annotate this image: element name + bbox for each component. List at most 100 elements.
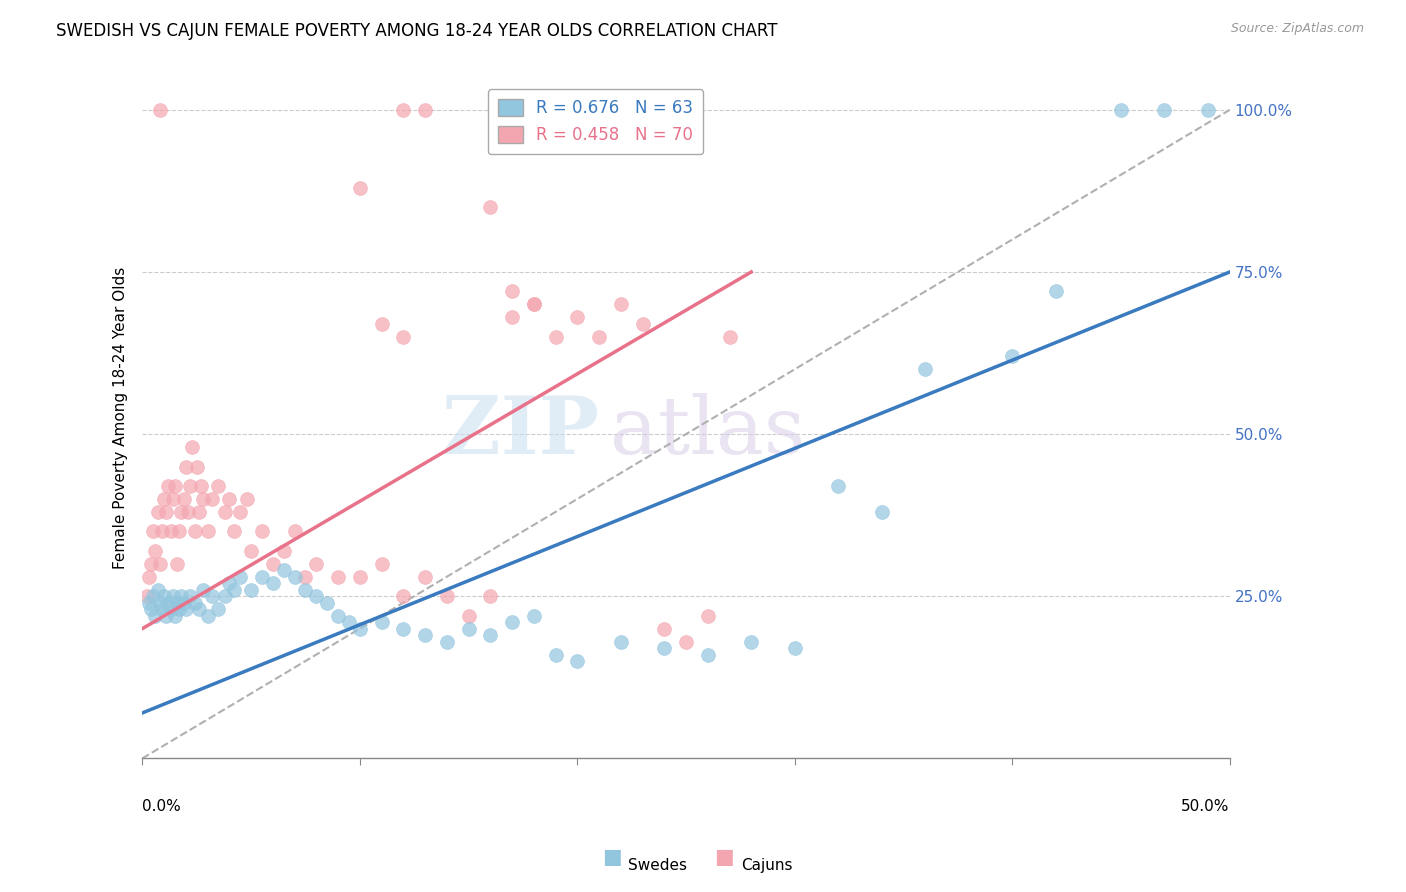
Point xyxy=(1153,103,1175,117)
Point xyxy=(159,524,181,539)
Point xyxy=(392,103,415,117)
Text: SWEDISH VS CAJUN FEMALE POVERTY AMONG 18-24 YEAR OLDS CORRELATION CHART: SWEDISH VS CAJUN FEMALE POVERTY AMONG 18… xyxy=(56,22,778,40)
Point xyxy=(413,570,436,584)
Point xyxy=(153,491,176,506)
Point xyxy=(183,596,205,610)
Point xyxy=(305,557,328,571)
Point xyxy=(207,479,229,493)
Text: Cajuns: Cajuns xyxy=(741,858,793,872)
Point xyxy=(157,596,180,610)
Point xyxy=(187,602,209,616)
Point xyxy=(610,634,633,648)
Text: Source: ZipAtlas.com: Source: ZipAtlas.com xyxy=(1230,22,1364,36)
Text: 50.0%: 50.0% xyxy=(1181,799,1230,814)
Point xyxy=(214,505,236,519)
Point xyxy=(193,582,215,597)
Point xyxy=(326,570,349,584)
Point xyxy=(181,440,204,454)
Point xyxy=(1045,285,1067,299)
Point xyxy=(413,103,436,117)
Point xyxy=(155,608,177,623)
Point xyxy=(139,602,162,616)
Point xyxy=(479,200,502,214)
Point xyxy=(218,491,240,506)
Point xyxy=(326,608,349,623)
Point xyxy=(150,602,173,616)
Point xyxy=(190,479,212,493)
Point xyxy=(135,589,157,603)
Point xyxy=(149,596,172,610)
Point xyxy=(162,491,184,506)
Point xyxy=(392,589,415,603)
Point xyxy=(240,582,263,597)
Point xyxy=(1197,103,1219,117)
Point xyxy=(273,563,295,577)
Point xyxy=(163,608,186,623)
Point xyxy=(436,589,458,603)
Point xyxy=(149,103,172,117)
Point xyxy=(501,310,523,325)
Point xyxy=(170,589,193,603)
Point xyxy=(262,557,284,571)
Point xyxy=(183,524,205,539)
Point xyxy=(305,589,328,603)
Point xyxy=(174,602,197,616)
Point xyxy=(392,622,415,636)
Legend: R = 0.676   N = 63, R = 0.458   N = 70: R = 0.676 N = 63, R = 0.458 N = 70 xyxy=(488,89,703,153)
Point xyxy=(283,570,305,584)
Point xyxy=(240,544,263,558)
Point xyxy=(138,596,160,610)
Point xyxy=(523,608,546,623)
Point xyxy=(214,589,236,603)
Point xyxy=(696,608,718,623)
Point xyxy=(457,622,479,636)
Point xyxy=(370,317,392,331)
Point xyxy=(197,524,219,539)
Point xyxy=(675,634,697,648)
Point xyxy=(159,602,181,616)
Point xyxy=(170,505,193,519)
Point xyxy=(149,557,172,571)
Point xyxy=(718,330,741,344)
Point xyxy=(169,524,191,539)
Point xyxy=(914,362,936,376)
Point xyxy=(567,310,589,325)
Point xyxy=(262,576,284,591)
Point xyxy=(610,297,633,311)
Point xyxy=(294,582,316,597)
Point xyxy=(138,570,160,584)
Point xyxy=(218,576,240,591)
Point xyxy=(544,330,567,344)
Point xyxy=(294,570,316,584)
Point xyxy=(201,589,224,603)
Point xyxy=(146,582,169,597)
Y-axis label: Female Poverty Among 18-24 Year Olds: Female Poverty Among 18-24 Year Olds xyxy=(114,267,128,569)
Point xyxy=(652,622,675,636)
Point xyxy=(349,570,371,584)
Point xyxy=(207,602,229,616)
Point xyxy=(146,505,169,519)
Point xyxy=(250,570,273,584)
Text: atlas: atlas xyxy=(610,392,806,470)
Point xyxy=(229,570,252,584)
Point xyxy=(827,479,849,493)
Text: 0.0%: 0.0% xyxy=(142,799,181,814)
Point xyxy=(501,285,523,299)
Point xyxy=(187,505,209,519)
Point xyxy=(273,544,295,558)
Point xyxy=(150,524,173,539)
Point xyxy=(870,505,893,519)
Point xyxy=(186,459,208,474)
Point xyxy=(197,608,219,623)
Point xyxy=(370,557,392,571)
Point xyxy=(740,634,762,648)
Point xyxy=(1001,349,1024,363)
Point xyxy=(349,180,371,194)
Text: ■: ■ xyxy=(602,847,621,867)
Point xyxy=(163,479,186,493)
Point xyxy=(177,505,200,519)
Point xyxy=(193,491,215,506)
Point xyxy=(631,317,654,331)
Point xyxy=(155,505,177,519)
Point xyxy=(235,491,257,506)
